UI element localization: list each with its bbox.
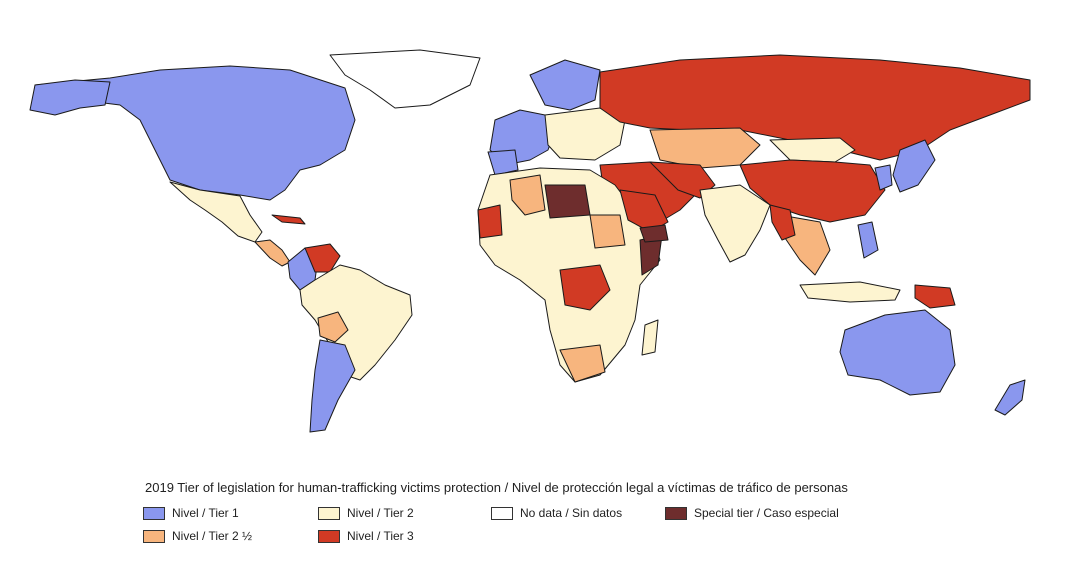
region-australia — [839, 309, 956, 396]
legend-item-nodata: No data / Sin datos — [491, 506, 622, 520]
legend-label-tier3: Nivel / Tier 3 — [347, 529, 414, 543]
region-west-africa — [509, 174, 546, 216]
legend-label-special: Special tier / Caso especial — [694, 506, 839, 520]
region-scandinavia — [529, 59, 601, 111]
legend-label-tier2: Nivel / Tier 2 — [347, 506, 414, 520]
region-cuba — [271, 214, 306, 225]
legend-swatch-tier2half — [143, 529, 165, 543]
region-korea — [874, 164, 893, 191]
legend-swatch-special — [665, 506, 687, 520]
region-japan — [892, 139, 936, 193]
legend-item-tier1: Nivel / Tier 1 — [143, 506, 239, 520]
region-bolivia — [317, 311, 349, 343]
region-myanmar — [769, 204, 796, 241]
world-map-svg — [29, 49, 1031, 433]
region-mongolia — [769, 137, 856, 163]
region-central-africa — [559, 264, 611, 311]
region-south-africa — [559, 344, 606, 383]
region-central-america — [254, 239, 291, 267]
region-india — [699, 184, 771, 263]
legend-item-special: Special tier / Caso especial — [665, 506, 839, 520]
region-iberia — [487, 149, 519, 176]
region-greenland — [329, 49, 481, 109]
map-caption: 2019 Tier of legislation for human-traff… — [145, 480, 848, 495]
region-philippines — [857, 221, 879, 259]
legend-label-tier1: Nivel / Tier 1 — [172, 506, 239, 520]
region-new-zealand — [994, 379, 1026, 416]
region-kazakhstan — [649, 127, 761, 169]
region-canada-usa — [34, 65, 356, 201]
region-madagascar — [641, 319, 659, 356]
legend-item-tier2half: Nivel / Tier 2 ½ — [143, 529, 252, 543]
region-papua-new-guinea — [914, 284, 956, 309]
region-sudan — [589, 214, 626, 249]
region-alaska — [29, 79, 111, 116]
region-yemen — [639, 224, 669, 243]
legend-item-tier3: Nivel / Tier 3 — [318, 529, 414, 543]
legend-swatch-tier1 — [143, 506, 165, 520]
region-argentina-chile — [309, 339, 356, 433]
world-map — [0, 40, 1080, 470]
region-libya — [544, 184, 591, 219]
map-legend: Nivel / Tier 1 Nivel / Tier 2 No data / … — [143, 506, 903, 546]
legend-swatch-tier3 — [318, 529, 340, 543]
region-venezuela — [304, 243, 341, 273]
region-indonesia — [799, 281, 901, 303]
region-mauritania — [477, 204, 503, 239]
legend-label-tier2half: Nivel / Tier 2 ½ — [172, 529, 253, 543]
legend-swatch-tier2 — [318, 506, 340, 520]
legend-label-nodata: No data / Sin datos — [520, 506, 623, 520]
legend-item-tier2: Nivel / Tier 2 — [318, 506, 414, 520]
legend-swatch-nodata — [491, 506, 513, 520]
